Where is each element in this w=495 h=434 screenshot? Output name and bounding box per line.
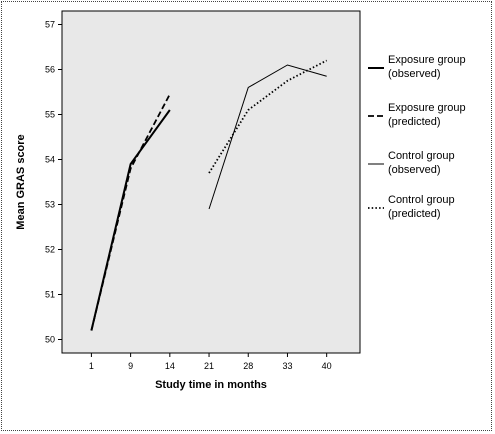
y-tick-label: 55	[45, 110, 55, 120]
legend-label: Exposure group	[388, 102, 466, 114]
legend-label: (predicted)	[388, 116, 441, 128]
legend-label: (observed)	[388, 68, 441, 80]
y-tick-label: 51	[45, 290, 55, 300]
x-axis-title: Study time in months	[155, 379, 267, 391]
legend-label: Control group	[388, 150, 455, 162]
x-tick-label: 40	[322, 361, 332, 371]
legend: Exposure group (observed) Exposure group (p…	[368, 54, 466, 220]
x-tick-label: 33	[282, 361, 292, 371]
y-axis-title: Mean GRAS score	[15, 134, 27, 229]
plot-area	[61, 10, 361, 354]
y-tick-label: 52	[45, 245, 55, 255]
legend-label: Exposure group	[388, 54, 466, 66]
y-tick-label: 53	[45, 200, 55, 210]
legend-label: (predicted)	[388, 208, 441, 220]
series-layer	[90, 59, 328, 331]
x-tick-label: 9	[128, 361, 133, 371]
x-tick-label: 14	[165, 361, 175, 371]
y-tick-label: 57	[45, 20, 55, 30]
x-tick-label: 21	[204, 361, 214, 371]
x-tick-label: 1	[89, 361, 94, 371]
legend-label: (observed)	[388, 164, 441, 176]
series-line-4	[208, 59, 328, 174]
legend-label: Control group	[388, 194, 455, 206]
y-axis-ticks: 50 51 52 53 54 55 56 57	[45, 20, 62, 345]
x-tick-label: 28	[243, 361, 253, 371]
y-tick-label: 54	[45, 155, 55, 165]
y-tick-label: 56	[45, 65, 55, 75]
x-axis-ticks: 1 9 14 21 28 33 40	[89, 353, 332, 371]
y-tick-label: 50	[45, 335, 55, 345]
